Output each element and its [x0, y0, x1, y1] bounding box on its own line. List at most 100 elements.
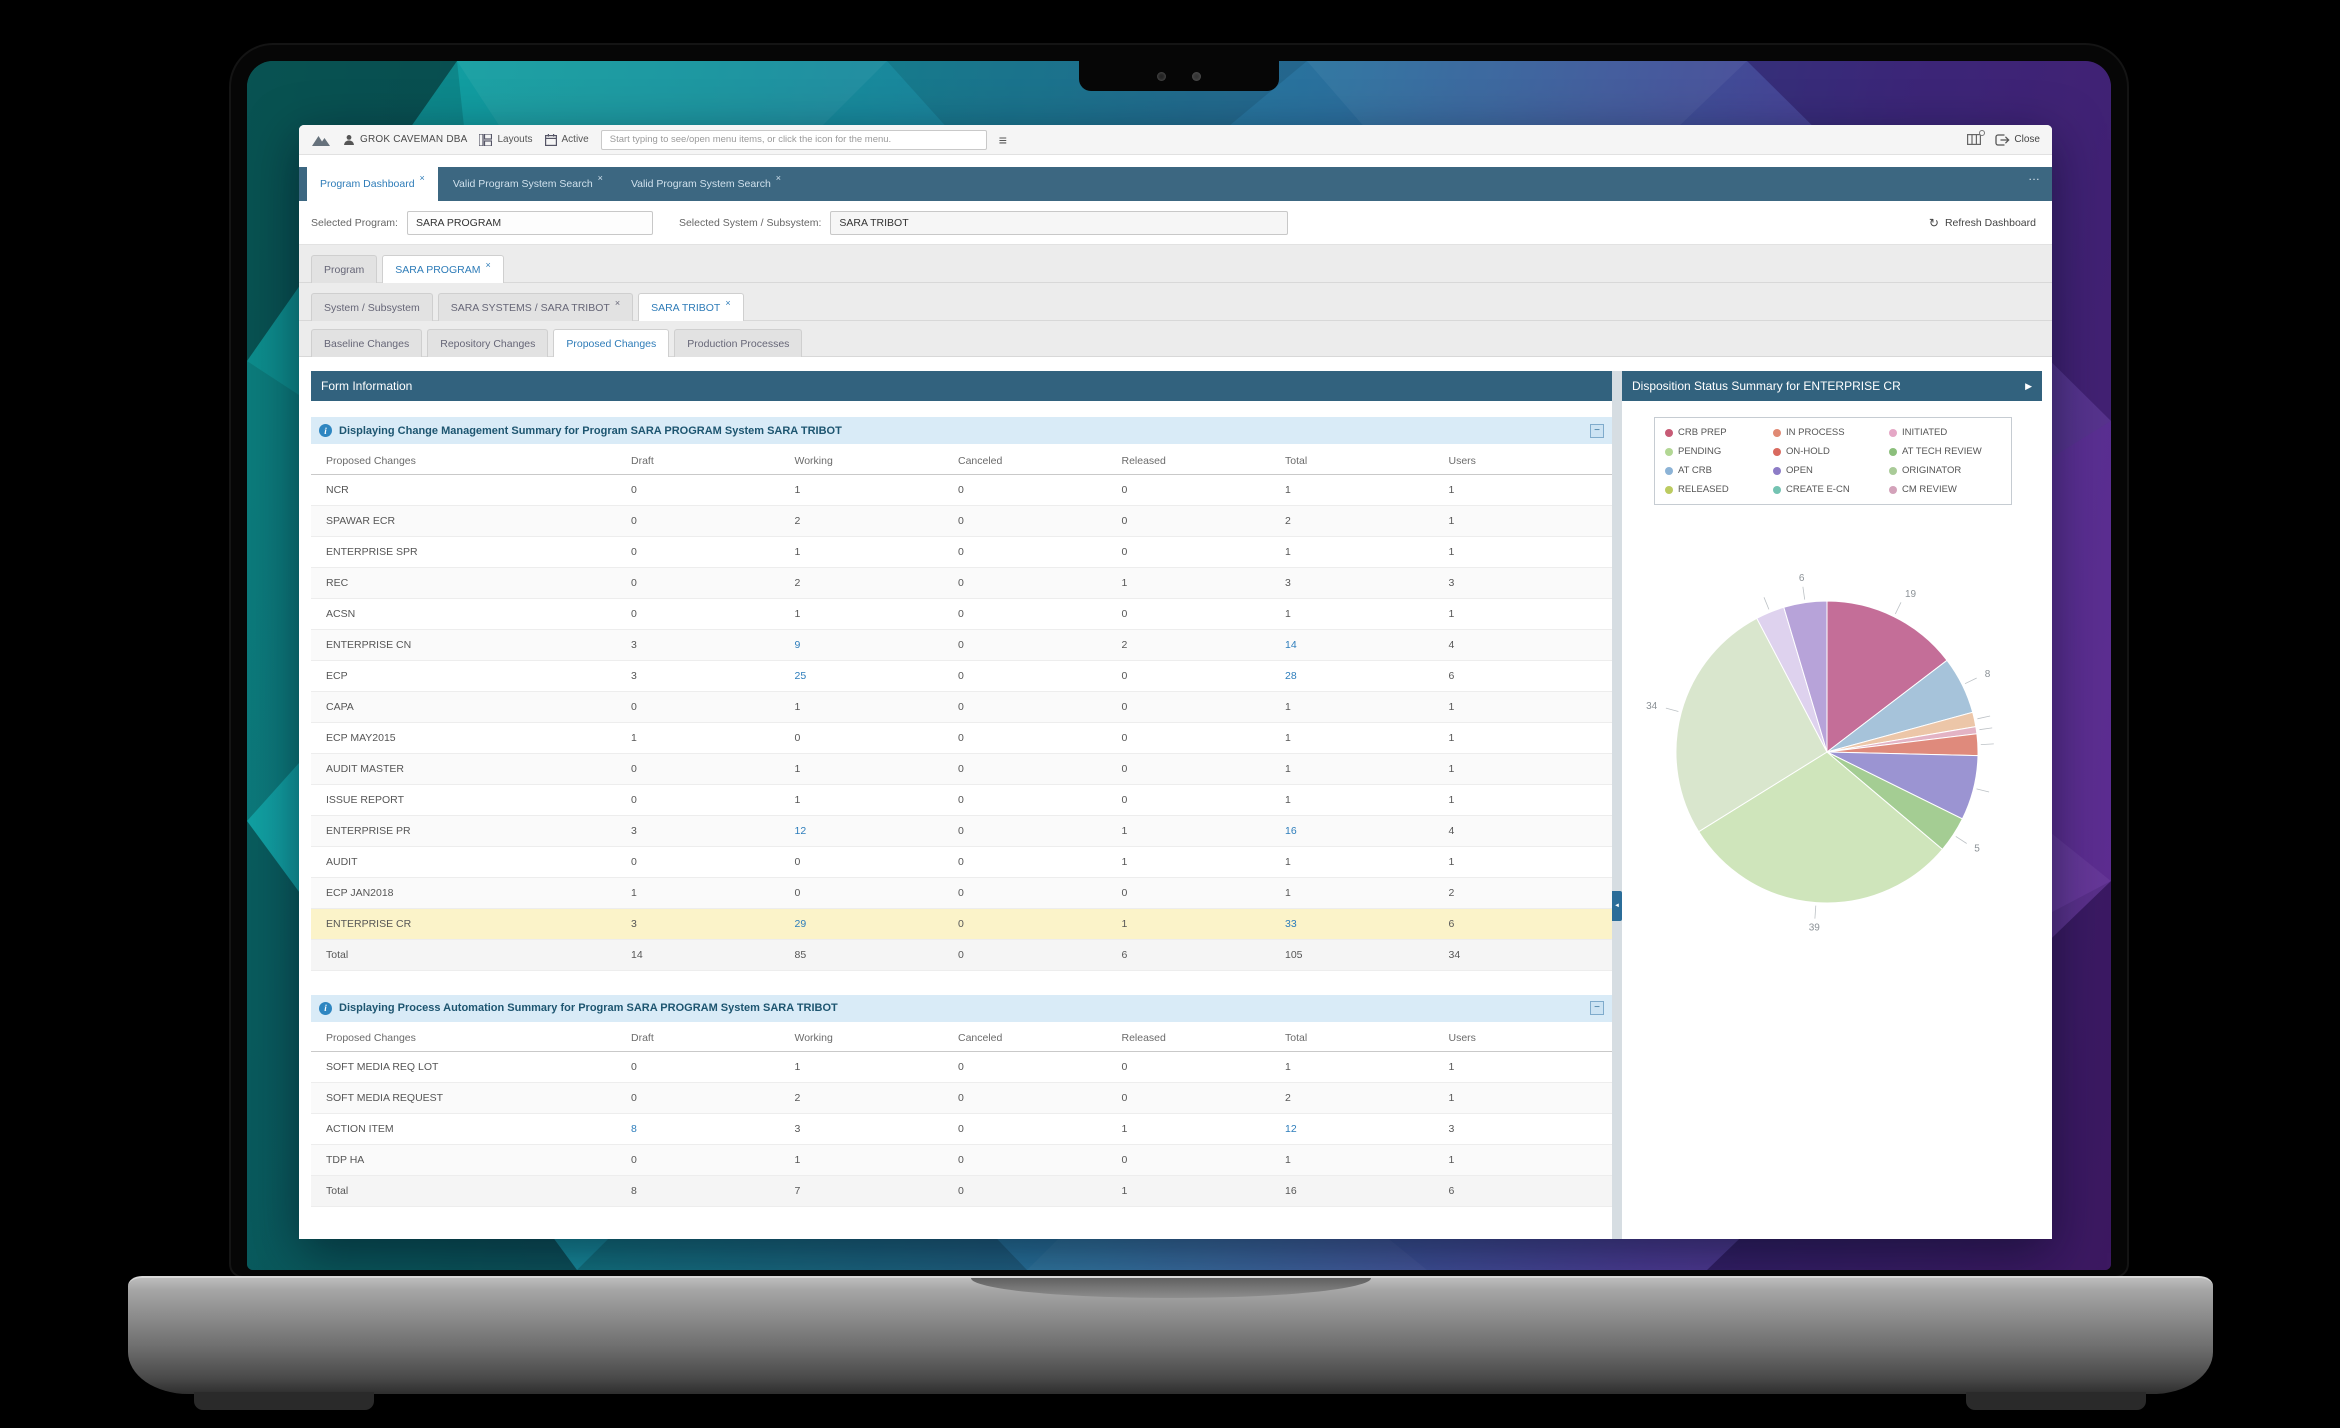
legend-label: PENDING [1678, 446, 1722, 457]
table-cell[interactable]: 29 [794, 908, 958, 940]
table-cell: 3 [631, 908, 795, 940]
pie-slice-originator[interactable] [1675, 617, 1828, 833]
column-header[interactable]: Proposed Changes [311, 448, 631, 475]
pie-label: 6 [1799, 573, 1805, 584]
column-header[interactable]: Draft [631, 1025, 795, 1052]
selected-program-label: Selected Program: [311, 216, 398, 229]
table-cell: 1 [1448, 474, 1612, 506]
disposition-pie-chart[interactable]: 19 8 5 39 34 6 [1622, 511, 2042, 941]
close-tab-icon[interactable]: × [614, 298, 621, 308]
column-header[interactable]: Users [1448, 1025, 1612, 1052]
tab-system-subsystem[interactable]: System / Subsystem [311, 293, 433, 321]
table-cell[interactable]: 12 [794, 815, 958, 847]
legend-item[interactable]: OPEN [1773, 465, 1885, 476]
active-button[interactable]: Active [544, 133, 589, 146]
tab-sara-tribot[interactable]: SARA TRIBOT × [638, 293, 744, 321]
column-header[interactable]: Total [1285, 448, 1449, 475]
legend-item[interactable]: IN PROCESS [1773, 427, 1885, 438]
close-button[interactable]: Close [1995, 133, 2040, 146]
pie-leader-line [1979, 727, 1993, 731]
user-menu-button[interactable]: GROK CAVEMAN DBA [343, 134, 467, 146]
close-tab-icon[interactable]: × [485, 260, 491, 270]
legend-item[interactable]: CREATE E-CN [1773, 484, 1885, 495]
layout-switch-icon[interactable] [1967, 130, 1986, 145]
tab-baseline-changes[interactable]: Baseline Changes [311, 329, 423, 357]
legend-item[interactable]: RELEASED [1665, 484, 1769, 495]
tab-program-dashboard[interactable]: Program Dashboard × [307, 167, 438, 201]
collapse-section-button[interactable]: − [1590, 423, 1604, 438]
table-cell: 4 [1448, 629, 1612, 661]
tab-production-processes[interactable]: Production Processes [674, 329, 803, 357]
table-cell[interactable]: 9 [794, 629, 958, 661]
table-cell: 1 [1448, 1082, 1612, 1114]
pie-slice-pending[interactable] [1698, 751, 1944, 904]
expand-panel-icon[interactable]: ▶ [2025, 380, 2032, 391]
pie-slice-released[interactable] [1783, 600, 1828, 753]
table-header-row: Proposed Changes Draft Working Canceled Rele… [311, 448, 1612, 475]
refresh-dashboard-button[interactable]: ↻ Refresh Dashboard [1929, 217, 2036, 229]
table-cell[interactable]: 16 [1285, 815, 1449, 847]
tab-label: Program Dashboard [320, 178, 415, 190]
menu-search-input[interactable] [600, 129, 987, 150]
table-cell[interactable]: 14 [1285, 629, 1449, 661]
screen-wallpaper: GROK CAVEMAN DBA Layouts Active ≡ [247, 61, 2111, 1270]
table-cell[interactable]: 25 [794, 660, 958, 692]
column-header[interactable]: Draft [631, 448, 795, 475]
table-cell: 2 [794, 1082, 958, 1114]
legend-item[interactable]: INITIATED [1889, 427, 2001, 438]
column-header[interactable]: Canceled [958, 1025, 1122, 1052]
table-cell[interactable]: 12 [1285, 1113, 1449, 1145]
table-cell[interactable]: 8 [631, 1113, 795, 1145]
table-cell: 6 [1448, 1175, 1612, 1207]
close-tab-icon[interactable]: × [725, 298, 731, 308]
column-header[interactable]: Total [1285, 1025, 1449, 1052]
legend-item[interactable]: AT TECH REVIEW [1889, 446, 2001, 457]
column-header[interactable]: Working [794, 448, 958, 475]
close-tab-icon[interactable]: × [419, 173, 425, 183]
table-cell[interactable]: 33 [1285, 908, 1449, 940]
table-cell[interactable]: 28 [1285, 660, 1449, 692]
row-label: NCR [311, 474, 631, 506]
tab-program[interactable]: Program [311, 255, 378, 283]
table-cell: 0 [958, 598, 1122, 630]
app-window: GROK CAVEMAN DBA Layouts Active ≡ [299, 125, 2052, 1239]
legend-item[interactable]: CM REVIEW [1889, 484, 2001, 495]
pie-slice-crb-prep[interactable] [1826, 600, 1948, 754]
column-header[interactable]: Canceled [958, 448, 1122, 475]
menu-icon[interactable]: ≡ [998, 131, 1007, 148]
legend-item[interactable]: CRB PREP [1665, 427, 1769, 438]
form-panel-body: i Displaying Change Management Summary f… [311, 401, 1612, 1239]
collapse-section-button[interactable]: − [1590, 1001, 1604, 1015]
row-label: Total [311, 1175, 631, 1207]
tab-sara-program[interactable]: SARA PROGRAM × [382, 255, 504, 283]
tab-sara-systems-sara-tribot[interactable]: SARA SYSTEMS / SARA TRIBOT × [437, 293, 634, 321]
column-header[interactable]: Working [794, 1025, 958, 1052]
column-header[interactable]: Released [1121, 1025, 1285, 1052]
pie-label: 39 [1809, 923, 1821, 934]
tab-overflow-button[interactable]: … [2028, 169, 2040, 183]
selected-program-input[interactable] [406, 210, 653, 235]
legend-item[interactable]: AT CRB [1665, 465, 1769, 476]
legend-item[interactable]: ON-HOLD [1773, 446, 1885, 457]
column-header[interactable]: Released [1121, 448, 1285, 475]
column-header[interactable]: Proposed Changes [311, 1025, 631, 1052]
layouts-button[interactable]: Layouts [479, 133, 533, 146]
tab-repository-changes[interactable]: Repository Changes [427, 329, 549, 357]
close-tab-icon[interactable]: × [597, 173, 603, 183]
row-label: ENTERPRISE CR [311, 908, 631, 940]
tab-valid-program-system-search-2[interactable]: Valid Program System Search × [618, 167, 794, 201]
close-tab-icon[interactable]: × [775, 173, 782, 183]
column-header[interactable]: Users [1448, 448, 1612, 475]
legend-item[interactable]: ORIGINATOR [1889, 465, 2001, 476]
panel-collapse-handle[interactable]: ◄ [1612, 891, 1622, 921]
tab-valid-program-system-search-1[interactable]: Valid Program System Search × [440, 167, 616, 201]
selected-system-input[interactable] [830, 210, 1289, 235]
table-cell: 3 [1448, 1113, 1612, 1145]
table-row: AUDIT 0 0 0 1 1 1 [311, 846, 1612, 878]
tab-proposed-changes[interactable]: Proposed Changes [553, 329, 670, 357]
refresh-icon: ↻ [1928, 215, 1939, 230]
app-logo-icon[interactable] [311, 133, 331, 147]
legend-item[interactable]: PENDING [1665, 446, 1769, 457]
table-cell: 1 [1448, 536, 1612, 568]
collapse-arrow-icon: ◄ [1614, 903, 1620, 909]
